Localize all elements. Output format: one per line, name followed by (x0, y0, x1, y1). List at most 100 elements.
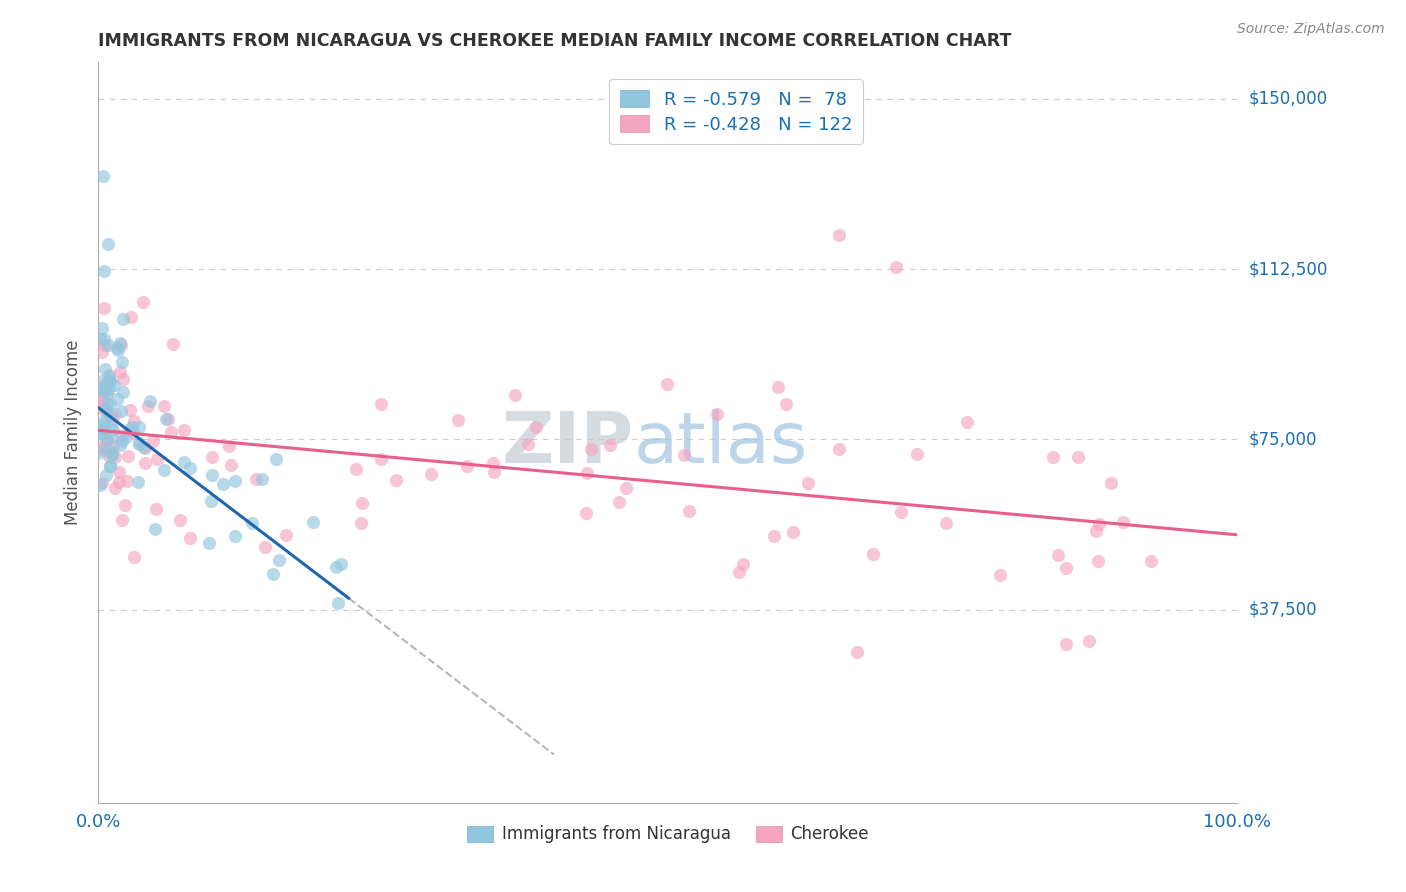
Point (727, 565, 749, 579)
Point (96, 385, 118, 400)
Point (94, 361, 117, 376)
Point (91, 169, 114, 183)
Point (269, 553, 291, 567)
Point (828, 227, 851, 242)
Point (350, 516, 373, 531)
Point (370, 451, 392, 466)
Text: ZIP: ZIP (502, 409, 634, 478)
Point (152, 399, 174, 413)
Point (599, 438, 621, 452)
Text: Source: ZipAtlas.com: Source: ZipAtlas.com (1237, 22, 1385, 37)
Point (782, 524, 804, 539)
Point (905, 447, 928, 461)
Point (169, 513, 191, 527)
Point (329, 558, 352, 572)
Text: $37,500: $37,500 (1249, 600, 1317, 619)
Point (104, 407, 127, 421)
Point (1056, 561, 1078, 575)
Point (328, 596, 350, 610)
Point (884, 260, 907, 274)
Point (94, 377, 117, 392)
Point (93, 422, 115, 436)
Point (90, 392, 112, 407)
Text: $75,000: $75,000 (1249, 431, 1317, 449)
Point (1042, 450, 1064, 465)
Point (132, 294, 155, 309)
Point (91, 384, 114, 398)
Point (988, 567, 1011, 582)
Point (419, 467, 441, 481)
Point (122, 414, 145, 428)
Point (155, 412, 177, 426)
Point (120, 310, 142, 324)
Point (145, 523, 167, 537)
Point (179, 461, 201, 475)
Point (385, 473, 408, 487)
Point (370, 397, 392, 411)
Point (325, 559, 347, 574)
Point (482, 465, 505, 479)
Point (1087, 554, 1109, 568)
Point (614, 481, 637, 495)
Point (104, 450, 127, 464)
Point (115, 430, 138, 444)
Point (98, 374, 121, 388)
Point (110, 338, 132, 352)
Point (156, 412, 179, 426)
Point (201, 468, 224, 483)
Point (655, 376, 678, 391)
Point (482, 456, 505, 470)
Point (121, 425, 143, 440)
Point (846, 645, 869, 659)
Point (127, 475, 149, 490)
Point (262, 566, 284, 581)
Point (96, 402, 118, 417)
Point (201, 450, 224, 465)
Point (98, 408, 121, 422)
Point (101, 423, 124, 437)
Point (110, 434, 132, 449)
Point (94, 404, 117, 418)
Point (93, 301, 115, 315)
Point (115, 475, 138, 489)
Point (146, 451, 169, 466)
Point (179, 532, 201, 546)
Point (121, 420, 143, 434)
Point (1139, 554, 1161, 568)
Point (173, 423, 195, 437)
Point (159, 425, 181, 439)
Point (301, 515, 323, 529)
Point (706, 407, 728, 421)
Point (96, 467, 118, 482)
Point (890, 505, 912, 519)
Point (224, 474, 246, 488)
Point (101, 438, 124, 452)
Point (97, 382, 120, 396)
Point (266, 451, 288, 466)
Point (678, 504, 700, 518)
Point (112, 372, 135, 386)
Point (245, 472, 267, 486)
Point (575, 506, 598, 520)
Point (128, 437, 150, 451)
Point (447, 413, 470, 427)
Point (105, 392, 128, 407)
Point (162, 337, 184, 351)
Point (98, 368, 121, 382)
Point (89, 444, 111, 458)
Point (110, 404, 132, 418)
Text: atlas: atlas (634, 409, 808, 478)
Point (91, 381, 114, 395)
Point (90, 425, 112, 439)
Point (524, 420, 547, 434)
Point (90, 442, 112, 457)
Point (91, 395, 114, 409)
Point (91, 440, 114, 454)
Point (733, 557, 755, 571)
Point (111, 385, 134, 400)
Point (134, 441, 156, 455)
Point (797, 475, 820, 490)
Point (145, 501, 167, 516)
Point (862, 547, 884, 561)
Point (96, 433, 118, 447)
